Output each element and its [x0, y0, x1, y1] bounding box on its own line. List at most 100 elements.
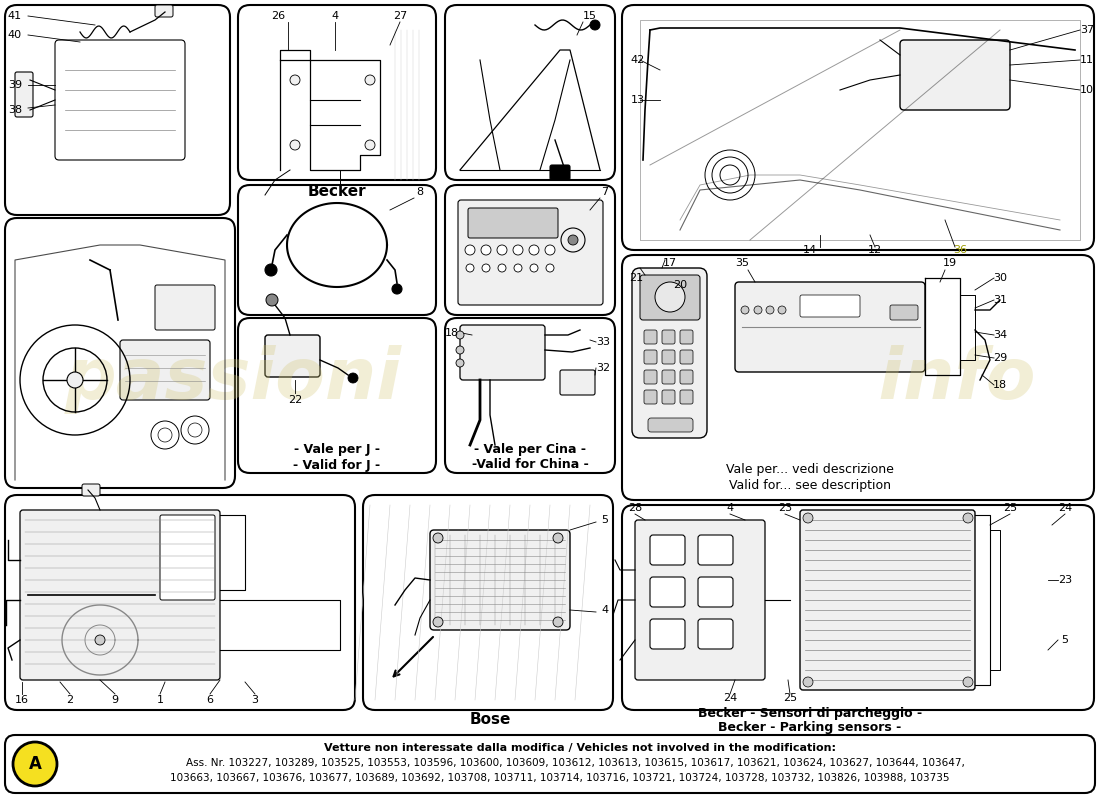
FancyBboxPatch shape — [800, 510, 975, 690]
Circle shape — [456, 331, 464, 339]
Text: 4: 4 — [331, 11, 339, 21]
Circle shape — [544, 245, 556, 255]
Text: 28: 28 — [628, 503, 642, 513]
FancyBboxPatch shape — [698, 619, 733, 649]
FancyBboxPatch shape — [363, 495, 613, 710]
FancyBboxPatch shape — [55, 40, 185, 160]
Text: 15: 15 — [583, 11, 597, 21]
Circle shape — [553, 533, 563, 543]
Text: Ass. Nr. 103227, 103289, 103525, 103553, 103596, 103600, 103609, 103612, 103613,: Ass. Nr. 103227, 103289, 103525, 103553,… — [186, 758, 965, 768]
Circle shape — [348, 373, 358, 383]
Text: 7: 7 — [602, 187, 608, 197]
Text: 19: 19 — [943, 258, 957, 268]
Text: 5: 5 — [1062, 635, 1068, 645]
Circle shape — [497, 245, 507, 255]
FancyBboxPatch shape — [680, 350, 693, 364]
Text: 13: 13 — [631, 95, 645, 105]
FancyBboxPatch shape — [6, 495, 355, 710]
FancyBboxPatch shape — [621, 255, 1094, 500]
Text: 29: 29 — [993, 353, 1008, 363]
Circle shape — [962, 513, 974, 523]
FancyBboxPatch shape — [446, 318, 615, 473]
FancyBboxPatch shape — [15, 72, 33, 117]
Circle shape — [466, 264, 474, 272]
Text: 39: 39 — [8, 80, 22, 90]
Text: 23: 23 — [778, 503, 792, 513]
FancyBboxPatch shape — [632, 268, 707, 438]
Text: 25: 25 — [1003, 503, 1018, 513]
FancyBboxPatch shape — [621, 5, 1094, 250]
Text: 31: 31 — [993, 295, 1007, 305]
Circle shape — [456, 346, 464, 354]
Circle shape — [456, 359, 464, 367]
Text: Bose: Bose — [470, 713, 510, 727]
Circle shape — [553, 617, 563, 627]
Text: 41: 41 — [8, 11, 22, 21]
FancyBboxPatch shape — [800, 295, 860, 317]
FancyBboxPatch shape — [155, 285, 214, 330]
Text: passioni                   info: passioni info — [64, 346, 1036, 414]
FancyBboxPatch shape — [468, 208, 558, 238]
Text: 12: 12 — [868, 245, 882, 255]
Text: Valid for... see description: Valid for... see description — [729, 478, 891, 491]
FancyBboxPatch shape — [635, 520, 764, 680]
FancyBboxPatch shape — [155, 5, 173, 17]
FancyBboxPatch shape — [735, 282, 925, 372]
Text: Becker - Sensori di parcheggio -: Becker - Sensori di parcheggio - — [697, 707, 922, 721]
Text: Vale per... vedi descrizione: Vale per... vedi descrizione — [726, 463, 894, 477]
Text: 2: 2 — [66, 695, 74, 705]
FancyBboxPatch shape — [160, 515, 215, 600]
Circle shape — [546, 264, 554, 272]
Circle shape — [766, 306, 774, 314]
Circle shape — [365, 75, 375, 85]
Circle shape — [433, 617, 443, 627]
Text: 14: 14 — [803, 245, 817, 255]
Text: 17: 17 — [663, 258, 678, 268]
Text: 23: 23 — [1058, 575, 1072, 585]
Text: 30: 30 — [993, 273, 1007, 283]
FancyBboxPatch shape — [900, 40, 1010, 110]
Text: Vetture non interessate dalla modifica / Vehicles not involved in the modificati: Vetture non interessate dalla modifica /… — [324, 743, 836, 753]
Circle shape — [514, 264, 522, 272]
Circle shape — [754, 306, 762, 314]
Circle shape — [482, 264, 490, 272]
FancyBboxPatch shape — [644, 330, 657, 344]
Text: 24: 24 — [1058, 503, 1072, 513]
Text: - Valid for J -: - Valid for J - — [294, 458, 381, 471]
FancyBboxPatch shape — [458, 200, 603, 305]
Circle shape — [803, 677, 813, 687]
Text: 16: 16 — [15, 695, 29, 705]
Text: 27: 27 — [393, 11, 407, 21]
FancyBboxPatch shape — [6, 5, 230, 215]
Text: 26: 26 — [271, 11, 285, 21]
Text: -Valid for China -: -Valid for China - — [472, 458, 588, 471]
Circle shape — [392, 284, 402, 294]
Circle shape — [778, 306, 786, 314]
Circle shape — [365, 140, 375, 150]
FancyBboxPatch shape — [662, 350, 675, 364]
Text: 8: 8 — [417, 187, 424, 197]
Circle shape — [962, 677, 974, 687]
Circle shape — [530, 264, 538, 272]
FancyBboxPatch shape — [650, 535, 685, 565]
FancyBboxPatch shape — [460, 325, 544, 380]
Circle shape — [590, 20, 600, 30]
Text: 22: 22 — [288, 395, 302, 405]
Text: 9: 9 — [111, 695, 119, 705]
Text: 1: 1 — [156, 695, 164, 705]
Text: - Vale per Cina -: - Vale per Cina - — [474, 443, 586, 457]
FancyBboxPatch shape — [120, 340, 210, 400]
FancyBboxPatch shape — [680, 370, 693, 384]
FancyBboxPatch shape — [662, 330, 675, 344]
Text: 6: 6 — [207, 695, 213, 705]
Text: - Vale per J -: - Vale per J - — [294, 443, 379, 457]
FancyBboxPatch shape — [650, 577, 685, 607]
Circle shape — [498, 264, 506, 272]
FancyBboxPatch shape — [6, 218, 235, 488]
Circle shape — [481, 245, 491, 255]
Text: Becker: Becker — [308, 185, 366, 199]
Text: 5: 5 — [602, 515, 608, 525]
Text: 32: 32 — [596, 363, 611, 373]
Text: 10: 10 — [1080, 85, 1094, 95]
Text: 33: 33 — [596, 337, 611, 347]
